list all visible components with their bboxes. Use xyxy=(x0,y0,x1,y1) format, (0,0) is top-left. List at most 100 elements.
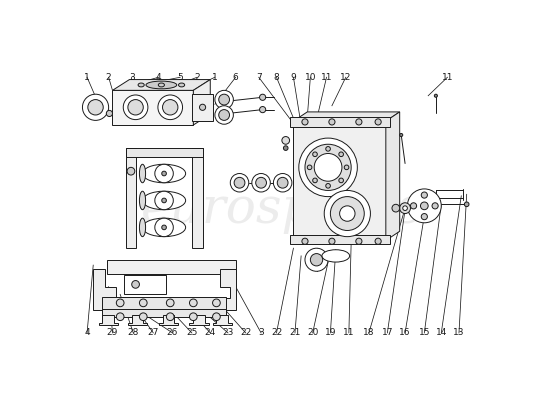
Circle shape xyxy=(324,190,371,237)
Circle shape xyxy=(123,95,148,120)
Circle shape xyxy=(307,165,312,170)
Polygon shape xyxy=(98,315,118,325)
Ellipse shape xyxy=(146,81,177,89)
Circle shape xyxy=(356,238,362,244)
Bar xyxy=(102,297,227,310)
Text: 11: 11 xyxy=(321,73,332,82)
Circle shape xyxy=(305,144,351,190)
Circle shape xyxy=(326,146,331,151)
Text: 26: 26 xyxy=(167,328,178,338)
Text: 11: 11 xyxy=(442,73,453,82)
Circle shape xyxy=(326,184,331,188)
Circle shape xyxy=(344,165,349,170)
Text: 5: 5 xyxy=(177,73,183,82)
Polygon shape xyxy=(93,269,117,310)
Circle shape xyxy=(132,280,139,288)
Circle shape xyxy=(434,94,437,97)
Ellipse shape xyxy=(155,191,173,210)
Circle shape xyxy=(117,299,124,307)
Ellipse shape xyxy=(219,110,229,120)
Circle shape xyxy=(302,119,308,125)
Ellipse shape xyxy=(179,83,185,87)
Text: 23: 23 xyxy=(222,328,234,338)
Circle shape xyxy=(400,134,403,136)
Text: 15: 15 xyxy=(419,328,430,338)
Circle shape xyxy=(128,100,143,115)
Polygon shape xyxy=(194,80,210,125)
Polygon shape xyxy=(294,112,400,121)
Text: 13: 13 xyxy=(453,328,465,338)
Polygon shape xyxy=(107,260,236,274)
Polygon shape xyxy=(220,269,236,310)
Circle shape xyxy=(313,152,317,156)
Polygon shape xyxy=(192,148,202,248)
Text: 27: 27 xyxy=(147,328,159,338)
Ellipse shape xyxy=(215,106,233,124)
Text: 4: 4 xyxy=(156,73,162,82)
Text: 21: 21 xyxy=(289,328,301,338)
Text: 4: 4 xyxy=(84,328,90,338)
Text: 14: 14 xyxy=(436,328,447,338)
Circle shape xyxy=(140,299,147,307)
Circle shape xyxy=(421,192,427,198)
Text: 29: 29 xyxy=(107,328,118,338)
Ellipse shape xyxy=(252,174,271,192)
Ellipse shape xyxy=(158,83,164,87)
Text: 1: 1 xyxy=(212,73,218,82)
Ellipse shape xyxy=(155,164,173,183)
Text: 11: 11 xyxy=(343,328,355,338)
Circle shape xyxy=(408,189,441,223)
Circle shape xyxy=(356,119,362,125)
Circle shape xyxy=(400,203,410,214)
Circle shape xyxy=(162,225,166,230)
Ellipse shape xyxy=(139,191,146,210)
Circle shape xyxy=(212,299,220,307)
Circle shape xyxy=(162,171,166,176)
Circle shape xyxy=(260,106,266,113)
Text: 2: 2 xyxy=(106,73,112,82)
Polygon shape xyxy=(386,112,400,240)
Circle shape xyxy=(302,238,308,244)
Polygon shape xyxy=(125,148,202,157)
Text: 16: 16 xyxy=(399,328,411,338)
Ellipse shape xyxy=(139,218,146,237)
Ellipse shape xyxy=(273,174,292,192)
Circle shape xyxy=(432,203,438,209)
Text: 22: 22 xyxy=(240,328,251,338)
Bar xyxy=(124,275,166,294)
Text: 17: 17 xyxy=(382,328,393,338)
Bar xyxy=(290,117,390,126)
Circle shape xyxy=(313,178,317,183)
Ellipse shape xyxy=(138,83,144,87)
Ellipse shape xyxy=(142,218,186,237)
Bar xyxy=(290,235,390,244)
Circle shape xyxy=(106,110,113,116)
Circle shape xyxy=(339,178,343,183)
Circle shape xyxy=(392,204,400,212)
Polygon shape xyxy=(112,90,194,125)
Circle shape xyxy=(314,154,342,181)
Text: 19: 19 xyxy=(324,328,336,338)
Ellipse shape xyxy=(310,254,323,266)
Circle shape xyxy=(464,202,469,207)
Circle shape xyxy=(375,238,381,244)
Text: 1: 1 xyxy=(84,73,90,82)
Circle shape xyxy=(162,198,166,203)
Ellipse shape xyxy=(234,177,245,188)
Circle shape xyxy=(329,119,335,125)
Circle shape xyxy=(410,203,417,209)
Text: 7: 7 xyxy=(256,73,262,82)
Circle shape xyxy=(339,152,343,156)
Text: 18: 18 xyxy=(363,328,375,338)
Circle shape xyxy=(421,214,427,220)
Polygon shape xyxy=(212,315,232,325)
Text: 3: 3 xyxy=(258,328,264,338)
Circle shape xyxy=(260,94,266,100)
Circle shape xyxy=(283,146,288,150)
Circle shape xyxy=(158,95,183,120)
Polygon shape xyxy=(112,80,210,90)
Polygon shape xyxy=(125,148,136,248)
Ellipse shape xyxy=(305,248,328,271)
Circle shape xyxy=(117,313,124,320)
Circle shape xyxy=(163,100,178,115)
